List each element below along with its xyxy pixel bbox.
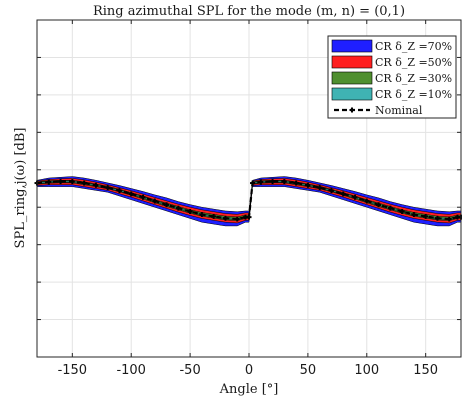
nominal-marker-17 — [234, 216, 240, 222]
nominal-marker-36 — [434, 215, 440, 221]
nominal-marker-25 — [305, 182, 311, 188]
legend: CR δ_Z =70% CR δ_Z =50% CR δ_Z =30% CR δ_Z … — [327, 35, 457, 119]
nominal-line — [36, 180, 461, 221]
nominal-marker-20 — [250, 180, 256, 186]
nominal-marker-26 — [317, 185, 323, 191]
nominal-marker-15 — [211, 213, 217, 219]
nominal-marker-4 — [81, 180, 87, 186]
nominal-marker-29 — [352, 194, 358, 200]
nominal-marker-6 — [105, 185, 111, 191]
nominal-marker-28 — [340, 191, 346, 197]
x-tick-label-0: -150 — [58, 363, 88, 378]
nominal-marker-16 — [222, 215, 228, 221]
nominal-marker-19 — [246, 214, 252, 220]
nominal-marker-34 — [411, 212, 417, 218]
x-tick-label-3: 0 — [245, 363, 253, 378]
nominal-marker-9 — [140, 194, 146, 200]
legend-label-0: CR δ_Z =70% — [375, 40, 452, 53]
nominal-marker-12 — [175, 205, 181, 211]
legend-label-2: CR δ_Z =30% — [375, 72, 452, 85]
nominal-marker-33 — [399, 209, 405, 215]
nominal-marker-14 — [199, 212, 205, 218]
y-axis-title: SPL_ring,j(ω) [dB] — [13, 128, 28, 249]
x-axis-title: Angle [°] — [219, 382, 279, 397]
x-tick-label-2: -50 — [179, 363, 200, 378]
nominal-marker-35 — [423, 213, 429, 219]
legend-swatch-2 — [331, 71, 373, 85]
nominal-marker-11 — [164, 202, 170, 208]
legend-label-3: CR δ_Z =10% — [375, 88, 452, 101]
nominal-marker-32 — [387, 205, 393, 211]
nominal-marker-7 — [116, 188, 122, 194]
nominal-marker-2 — [58, 179, 64, 185]
legend-label-1: CR δ_Z =50% — [375, 56, 452, 69]
nominal-marker-10 — [152, 198, 158, 204]
nominal-marker-21 — [258, 179, 264, 185]
x-tick-label-6: 150 — [413, 363, 438, 378]
nominal-marker-37 — [446, 216, 452, 222]
x-tick-label-4: 50 — [300, 363, 317, 378]
legend-swatch-3 — [331, 87, 373, 101]
axes-layer: -150 -100 -50 0 50 100 150 — [36, 19, 462, 378]
chart-title: Ring azimuthal SPL for the mode (m, n) =… — [93, 4, 405, 19]
nominal-marker-30 — [364, 198, 370, 204]
nominal-marker-5 — [93, 182, 99, 188]
legend-swatch-0 — [331, 39, 373, 53]
nominal-marker-8 — [128, 191, 134, 197]
legend-swatch-1 — [331, 55, 373, 69]
nominal-marker-22 — [270, 179, 276, 185]
nominal-marker-3 — [69, 179, 75, 185]
nominal-marker-24 — [293, 180, 299, 186]
nominal-marker-23 — [281, 179, 287, 185]
nominal-marker-31 — [376, 202, 382, 208]
nominal-marker-13 — [187, 209, 193, 215]
x-tick-label-5: 100 — [354, 363, 379, 378]
nominal-marker-1 — [46, 179, 52, 185]
x-tick-label-1: -100 — [116, 363, 146, 378]
legend-label-4: Nominal — [375, 104, 423, 117]
series-layer — [34, 176, 462, 227]
nominal-marker-27 — [328, 188, 334, 194]
